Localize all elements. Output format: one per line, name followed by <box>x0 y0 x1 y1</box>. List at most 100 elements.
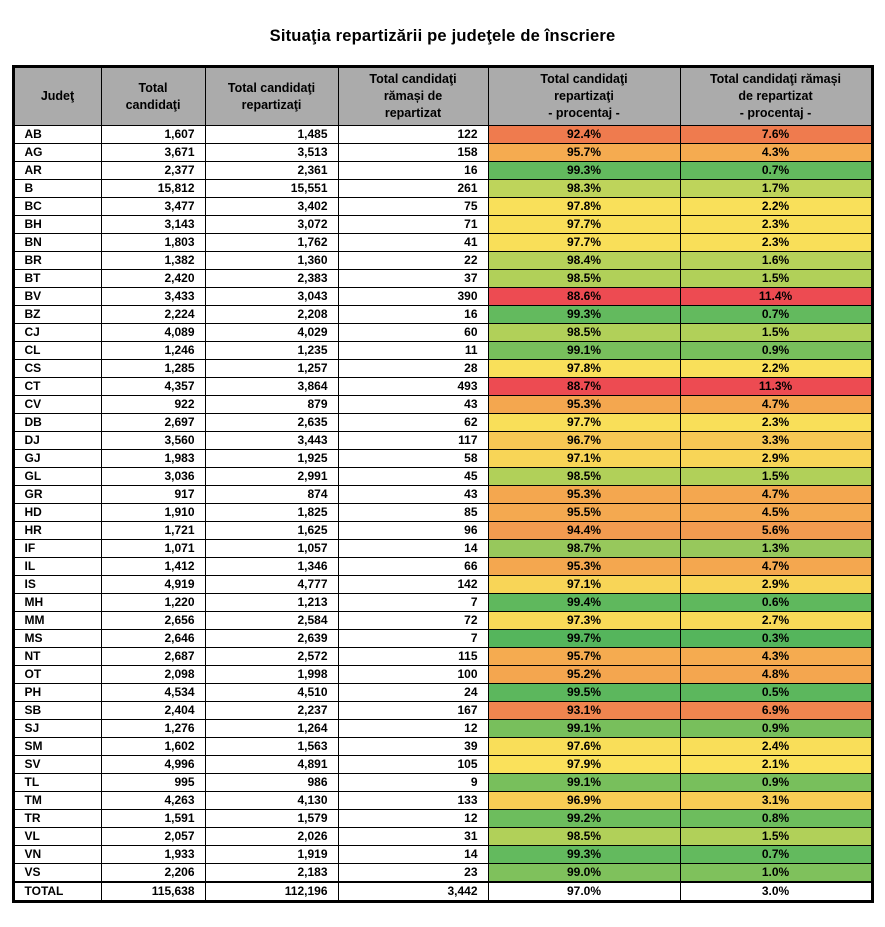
table-row: DJ 3,560 3,443 117 96.7% 3.3% <box>12 431 873 450</box>
table-row: VL 2,057 2,026 31 98.5% 1.5% <box>12 827 873 846</box>
cell-repartizati: 1,625 <box>204 521 339 540</box>
cell-pct-ramasi: 1.5% <box>679 269 873 288</box>
cell-pct-ramasi: 1.3% <box>679 539 873 558</box>
cell-judet: NT <box>12 647 102 666</box>
cell-repartizati: 2,208 <box>204 305 339 324</box>
cell-repartizati: 3,864 <box>204 377 339 396</box>
cell-ramasi: 7 <box>337 629 489 648</box>
cell-repartizati: 3,402 <box>204 197 339 216</box>
cell-judet: AG <box>12 143 102 162</box>
cell-ramasi: 71 <box>337 215 489 234</box>
cell-pct-repartizati: 96.7% <box>487 431 681 450</box>
cell-total: 917 <box>100 485 206 504</box>
cell-ramasi: 16 <box>337 161 489 180</box>
cell-pct-repartizati: 92.4% <box>487 125 681 144</box>
cell-total: 2,377 <box>100 161 206 180</box>
table-row: BZ 2,224 2,208 16 99.3% 0.7% <box>12 305 873 324</box>
table-row: DB 2,697 2,635 62 97.7% 2.3% <box>12 413 873 432</box>
cell-judet: CS <box>12 359 102 378</box>
cell-pct-ramasi: 6.9% <box>679 701 873 720</box>
table-row: SB 2,404 2,237 167 93.1% 6.9% <box>12 701 873 720</box>
table-row: VS 2,206 2,183 23 99.0% 1.0% <box>12 863 873 883</box>
cell-judet: B <box>12 179 102 198</box>
cell-pct-repartizati: 98.7% <box>487 539 681 558</box>
cell-repartizati: 1,825 <box>204 503 339 522</box>
cell-total: 2,697 <box>100 413 206 432</box>
column-header-pct-ramasi: Total candidaţi rămași de repartizat - p… <box>679 66 873 126</box>
cell-ramasi: 58 <box>337 449 489 468</box>
cell-pct-ramasi: 2.9% <box>679 449 873 468</box>
cell-pct-ramasi: 0.9% <box>679 773 873 792</box>
cell-repartizati: 1,235 <box>204 341 339 360</box>
cell-repartizati: 1,213 <box>204 593 339 612</box>
column-header-judet: Judeţ <box>12 66 102 126</box>
table-row: BR 1,382 1,360 22 98.4% 1.6% <box>12 251 873 270</box>
cell-pct-repartizati: 99.4% <box>487 593 681 612</box>
cell-judet: BC <box>12 197 102 216</box>
cell-judet: VN <box>12 845 102 864</box>
table-row: CL 1,246 1,235 11 99.1% 0.9% <box>12 341 873 360</box>
cell-ramasi: 7 <box>337 593 489 612</box>
table-row: AB 1,607 1,485 122 92.4% 7.6% <box>12 125 873 144</box>
cell-repartizati: 4,130 <box>204 791 339 810</box>
cell-pct-repartizati: 95.3% <box>487 485 681 504</box>
cell-ramasi: 9 <box>337 773 489 792</box>
cell-ramasi: 100 <box>337 665 489 684</box>
cell-total: 1,591 <box>100 809 206 828</box>
cell-total: 1,246 <box>100 341 206 360</box>
cell-pct-repartizati: 93.1% <box>487 701 681 720</box>
total-row: TOTAL 115,638 112,196 3,442 97.0% 3.0% <box>12 881 873 902</box>
cell-total: 4,534 <box>100 683 206 702</box>
cell-pct-repartizati: 95.3% <box>487 557 681 576</box>
cell-repartizati: 4,777 <box>204 575 339 594</box>
table-row: BC 3,477 3,402 75 97.8% 2.2% <box>12 197 873 216</box>
cell-judet: BR <box>12 251 102 270</box>
cell-total: 922 <box>100 395 206 414</box>
cell-ramasi: 45 <box>337 467 489 486</box>
cell-ramasi: 3,442 <box>337 881 489 902</box>
table-row: GJ 1,983 1,925 58 97.1% 2.9% <box>12 449 873 468</box>
cell-repartizati: 1,360 <box>204 251 339 270</box>
cell-repartizati: 1,264 <box>204 719 339 738</box>
cell-total: 4,089 <box>100 323 206 342</box>
cell-judet: CT <box>12 377 102 396</box>
table-row: B 15,812 15,551 261 98.3% 1.7% <box>12 179 873 198</box>
cell-ramasi: 37 <box>337 269 489 288</box>
cell-judet: SV <box>12 755 102 774</box>
cell-pct-repartizati: 97.6% <box>487 737 681 756</box>
cell-ramasi: 133 <box>337 791 489 810</box>
cell-ramasi: 24 <box>337 683 489 702</box>
cell-ramasi: 43 <box>337 395 489 414</box>
cell-total: 2,687 <box>100 647 206 666</box>
cell-total: 1,803 <box>100 233 206 252</box>
cell-ramasi: 12 <box>337 719 489 738</box>
cell-pct-repartizati: 98.5% <box>487 323 681 342</box>
cell-ramasi: 85 <box>337 503 489 522</box>
cell-repartizati: 3,043 <box>204 287 339 306</box>
cell-pct-ramasi: 1.5% <box>679 323 873 342</box>
cell-repartizati: 2,026 <box>204 827 339 846</box>
cell-ramasi: 23 <box>337 863 489 883</box>
column-header-repartizati: Total candidaţi repartizaţi <box>204 66 339 126</box>
cell-repartizati: 2,635 <box>204 413 339 432</box>
cell-judet: AR <box>12 161 102 180</box>
cell-total: 1,285 <box>100 359 206 378</box>
cell-ramasi: 62 <box>337 413 489 432</box>
cell-pct-repartizati: 97.7% <box>487 215 681 234</box>
cell-ramasi: 41 <box>337 233 489 252</box>
cell-pct-ramasi: 1.6% <box>679 251 873 270</box>
cell-pct-repartizati: 99.1% <box>487 719 681 738</box>
cell-judet: HD <box>12 503 102 522</box>
cell-repartizati: 1,563 <box>204 737 339 756</box>
cell-pct-ramasi: 2.1% <box>679 755 873 774</box>
table-row: TR 1,591 1,579 12 99.2% 0.8% <box>12 809 873 828</box>
table-row: IS 4,919 4,777 142 97.1% 2.9% <box>12 575 873 594</box>
cell-pct-ramasi: 2.4% <box>679 737 873 756</box>
cell-pct-ramasi: 0.9% <box>679 341 873 360</box>
cell-judet: TL <box>12 773 102 792</box>
cell-repartizati: 1,057 <box>204 539 339 558</box>
cell-total: 1,910 <box>100 503 206 522</box>
cell-pct-repartizati: 99.3% <box>487 305 681 324</box>
table-row: PH 4,534 4,510 24 99.5% 0.5% <box>12 683 873 702</box>
cell-judet: CJ <box>12 323 102 342</box>
